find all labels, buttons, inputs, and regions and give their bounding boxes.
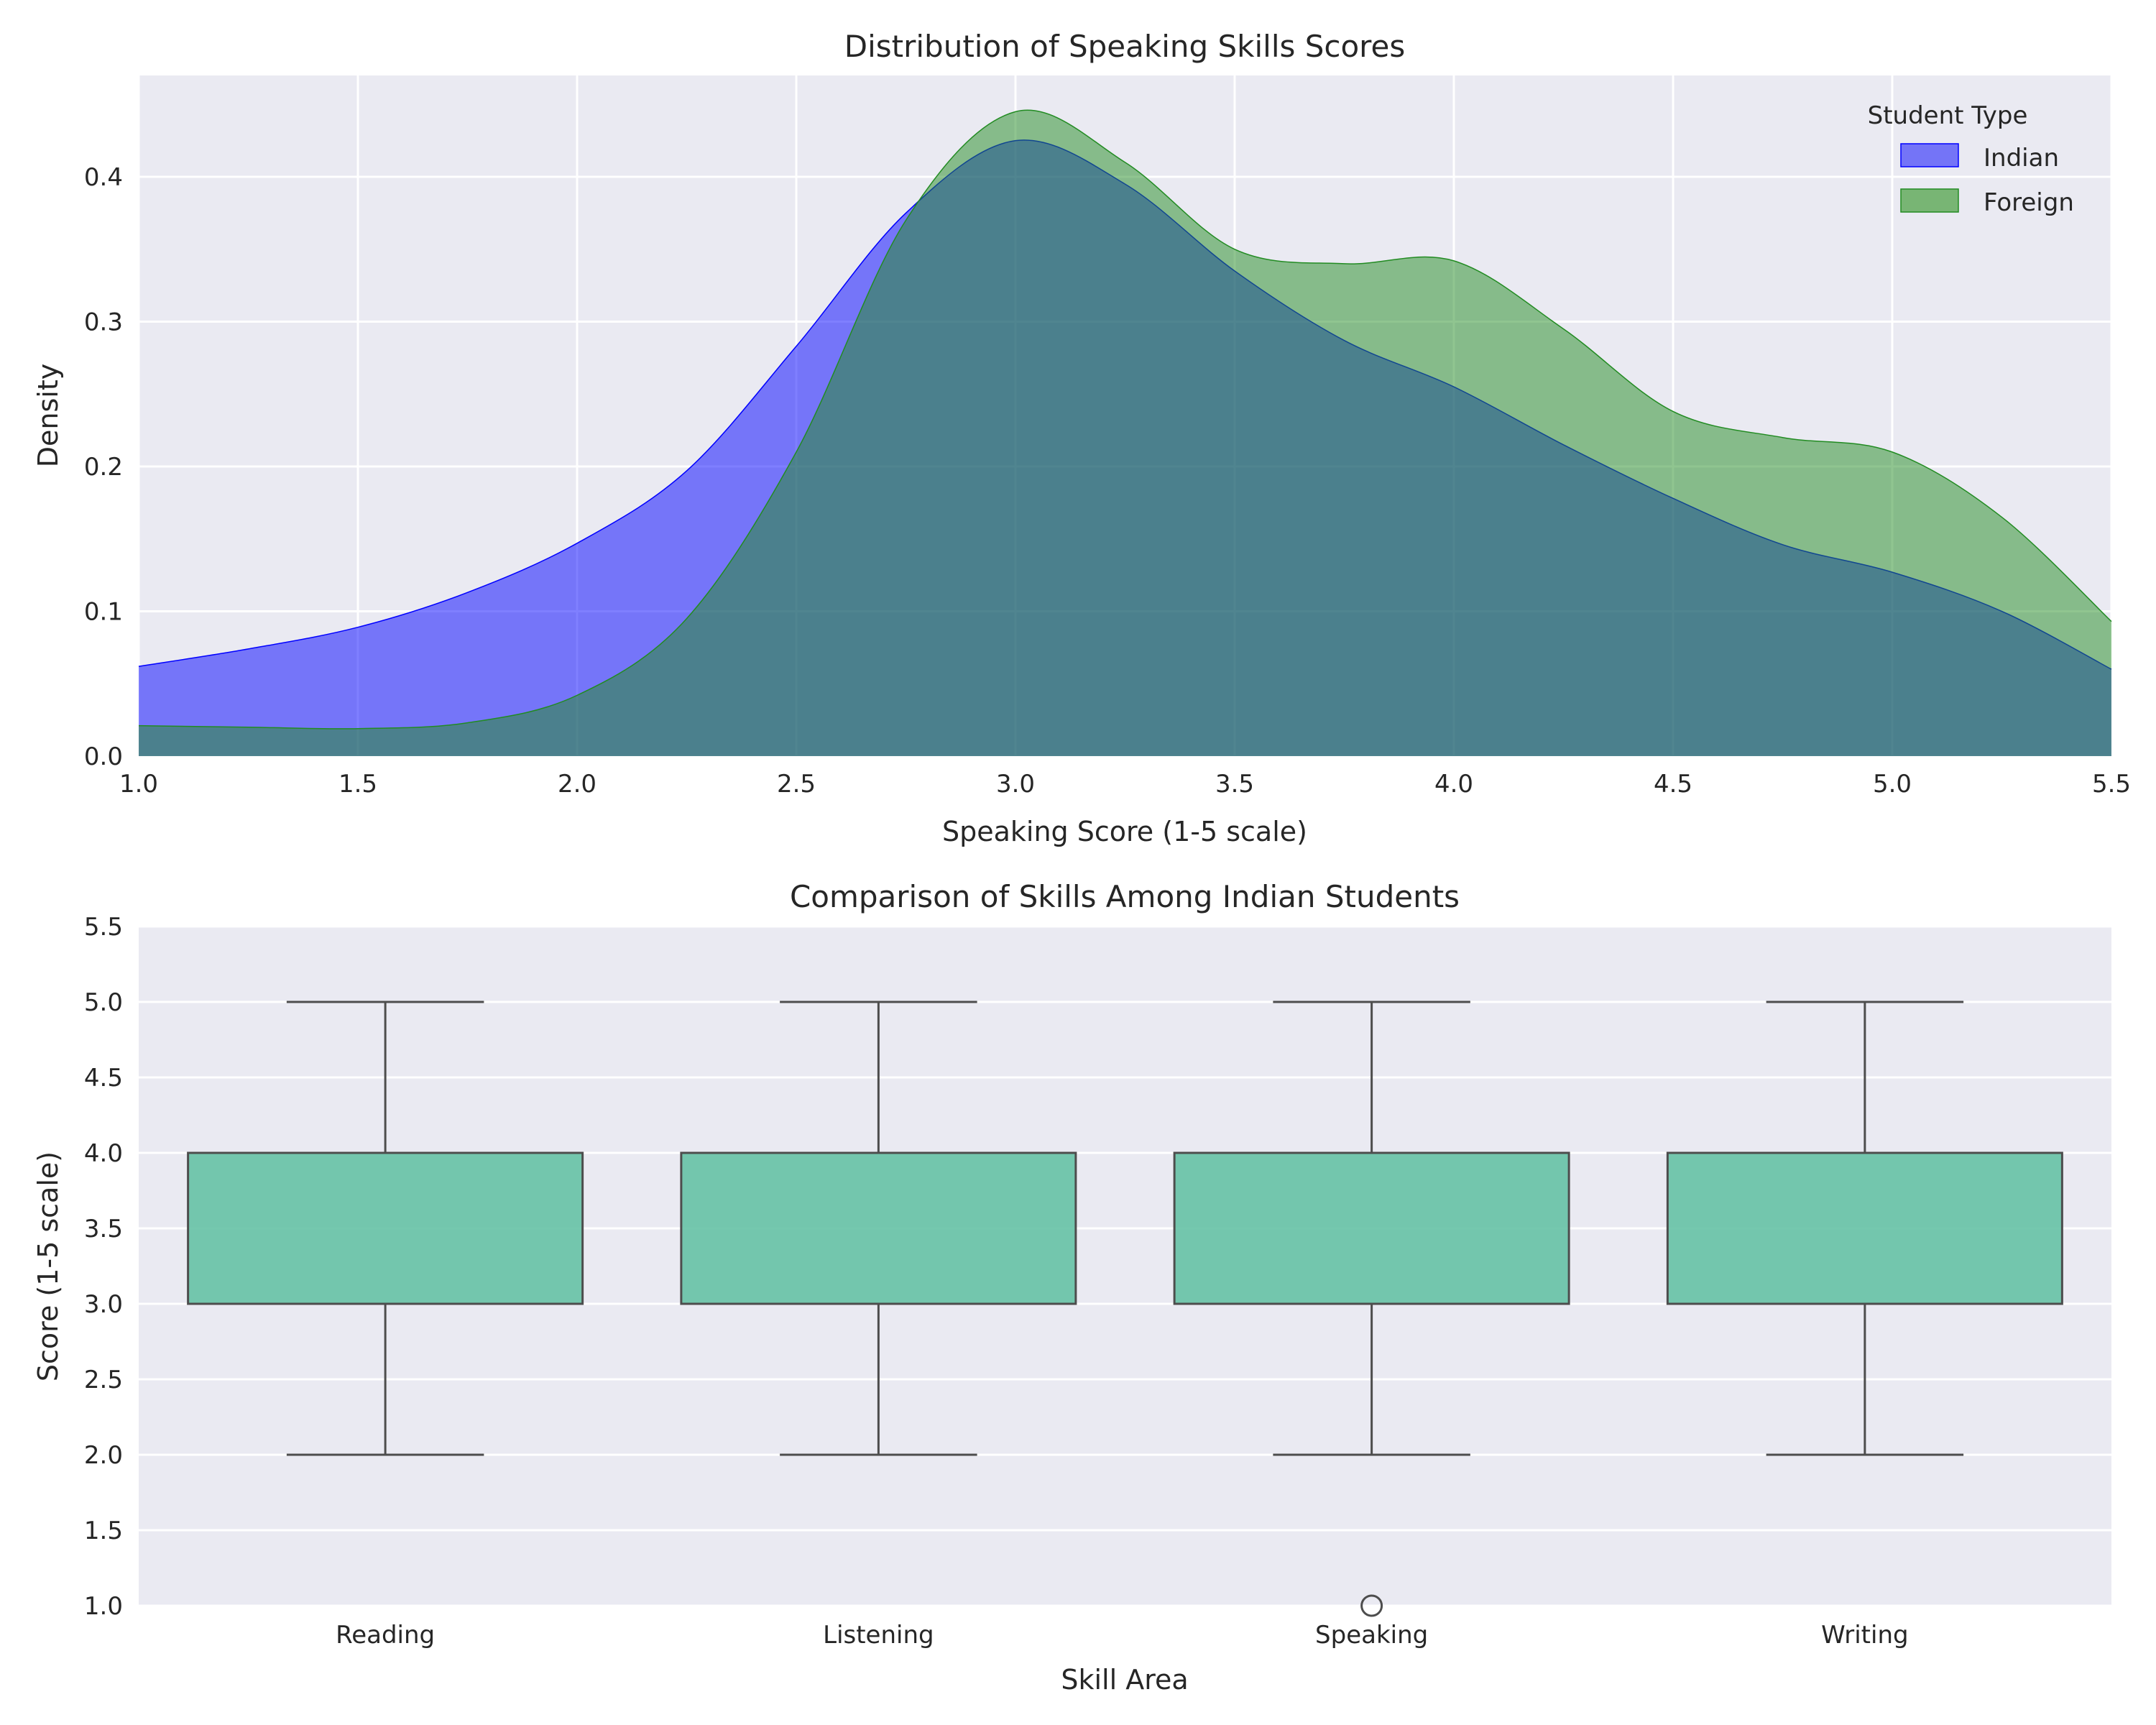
box-y-tick-label: 1.0 bbox=[84, 1592, 123, 1621]
box-title: Comparison of Skills Among Indian Studen… bbox=[790, 879, 1460, 914]
box-y-tick-label: 3.5 bbox=[84, 1215, 123, 1243]
box-speaking bbox=[1173, 1000, 1570, 1617]
box-x-tick-label: Reading bbox=[336, 1621, 435, 1650]
box-y-tick-label: 5.0 bbox=[84, 988, 123, 1017]
box-reading bbox=[187, 1000, 584, 1456]
density-y-tick-label: 0.3 bbox=[84, 308, 123, 337]
density-legend: Student Type Indian Foreign bbox=[1868, 101, 2074, 217]
density-y-label: Density bbox=[32, 364, 64, 467]
density-y-ticks: 0.0 0.1 0.2 0.3 0.4 bbox=[84, 163, 123, 771]
density-area-foreign bbox=[139, 110, 2111, 756]
box-x-tick-label: Writing bbox=[1821, 1621, 1908, 1650]
box-y-tick-label: 2.5 bbox=[84, 1366, 123, 1394]
density-x-tick-label: 4.5 bbox=[1654, 770, 1692, 799]
box-y-ticks: 1.0 1.5 2.0 2.5 3.0 3.5 4.0 4.5 5.0 5.5 bbox=[84, 913, 123, 1621]
density-title: Distribution of Speaking Skills Scores bbox=[844, 29, 1405, 64]
box-y-tick-label: 4.0 bbox=[84, 1139, 123, 1168]
box-y-tick-label: 4.5 bbox=[84, 1064, 123, 1092]
density-y-tick-label: 0.2 bbox=[84, 453, 123, 482]
density-areas bbox=[138, 109, 2112, 756]
box-writing bbox=[1666, 1000, 2063, 1456]
box-x-ticks: Reading Listening Speaking Writing bbox=[336, 1621, 1908, 1650]
box-chart: Reading Listening Speaking Writing 1.0 1.5 2.… bbox=[32, 879, 2111, 1696]
density-x-tick-label: 5.0 bbox=[1873, 770, 1912, 799]
box-body bbox=[1666, 1151, 2063, 1305]
legend-swatch-foreign bbox=[1900, 188, 1959, 213]
density-x-tick-label: 3.5 bbox=[1215, 770, 1254, 799]
density-x-tick-label: 5.5 bbox=[2092, 770, 2131, 799]
box-y-label: Score (1-5 scale) bbox=[32, 1151, 64, 1381]
density-line-foreign bbox=[138, 109, 2112, 730]
density-x-label: Speaking Score (1-5 scale) bbox=[942, 816, 1307, 847]
box-y-tick-label: 3.0 bbox=[84, 1290, 123, 1319]
box-boxes bbox=[187, 1000, 2063, 1617]
legend-swatch-indian bbox=[1900, 143, 1959, 167]
box-x-label: Skill Area bbox=[1061, 1664, 1188, 1696]
density-x-tick-label: 2.5 bbox=[777, 770, 816, 799]
density-x-tick-label: 1.0 bbox=[119, 770, 158, 799]
density-x-tick-label: 3.0 bbox=[996, 770, 1035, 799]
density-y-tick-label: 0.0 bbox=[84, 742, 123, 771]
density-x-tick-label: 1.5 bbox=[338, 770, 377, 799]
density-x-tick-label: 4.0 bbox=[1434, 770, 1473, 799]
density-chart: 1.0 1.5 2.0 2.5 3.0 3.5 4.0 4.5 5.0 5.5 0.0 0.1 0.2… bbox=[32, 29, 2131, 847]
outlier-point bbox=[1360, 1594, 1383, 1617]
legend-label-foreign: Foreign bbox=[1984, 188, 2074, 217]
box-x-tick-label: Listening bbox=[823, 1621, 934, 1650]
legend-title: Student Type bbox=[1868, 101, 2028, 130]
box-y-tick-label: 5.5 bbox=[84, 913, 123, 942]
box-body bbox=[1173, 1151, 1570, 1305]
box-x-tick-label: Speaking bbox=[1315, 1621, 1428, 1650]
density-y-tick-label: 0.4 bbox=[84, 163, 123, 192]
box-y-tick-label: 2.0 bbox=[84, 1441, 123, 1470]
density-x-tick-label: 2.0 bbox=[558, 770, 596, 799]
box-body bbox=[680, 1151, 1077, 1305]
density-x-ticks: 1.0 1.5 2.0 2.5 3.0 3.5 4.0 4.5 5.0 5.5 bbox=[119, 770, 2131, 799]
box-listening bbox=[680, 1000, 1077, 1456]
box-body bbox=[187, 1151, 584, 1305]
legend-label-indian: Indian bbox=[1984, 144, 2059, 172]
density-y-tick-label: 0.1 bbox=[84, 598, 123, 627]
box-y-tick-label: 1.5 bbox=[84, 1517, 123, 1545]
